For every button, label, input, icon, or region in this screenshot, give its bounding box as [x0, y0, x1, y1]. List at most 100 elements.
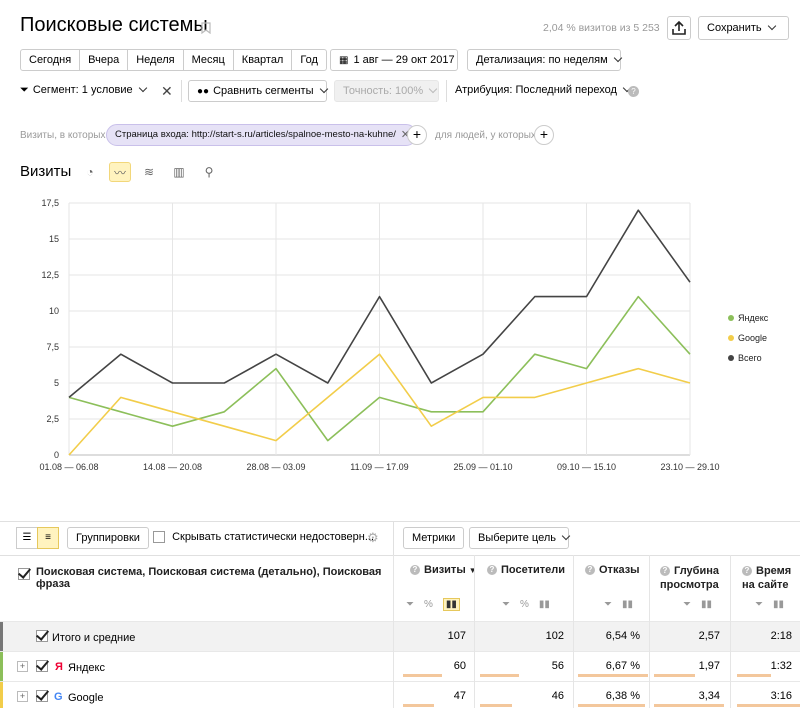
- bar-icon[interactable]: ▮▮: [701, 599, 713, 610]
- table-row[interactable]: + G Google 47 46 6,38 % 3,34 3:16: [0, 681, 800, 708]
- x-tick-label: 14.08 — 20.08: [143, 462, 202, 472]
- map-pin-icon[interactable]: ⚲: [204, 165, 214, 179]
- filter-icon[interactable]: ⏷: [604, 599, 612, 610]
- cell-visitors: 56: [551, 660, 564, 672]
- date-range-button[interactable]: ▦ 1 авг — 29 окт 2017: [330, 49, 458, 71]
- compare-segments-button[interactable]: ●● Сравнить сегменты: [188, 80, 328, 102]
- accuracy-dropdown[interactable]: Точность: 100%: [334, 80, 439, 102]
- goal-dropdown[interactable]: Выберите цель: [469, 527, 571, 549]
- col-time[interactable]: ? Время на сайте: [742, 564, 800, 592]
- visitors-bar: [480, 674, 519, 677]
- metrics-button[interactable]: Метрики: [403, 527, 465, 549]
- bounces-bar: [578, 704, 645, 707]
- divider: [649, 555, 650, 708]
- help-icon[interactable]: ?: [628, 86, 639, 97]
- filter-icon[interactable]: ⏷: [502, 599, 510, 610]
- y-tick-label: 10: [49, 306, 59, 316]
- expand-icon[interactable]: +: [17, 691, 28, 702]
- tree-view-icon[interactable]: ≡: [37, 527, 59, 549]
- cell-bounces: 6,54 %: [605, 630, 640, 642]
- groupings-button[interactable]: Группировки: [67, 527, 149, 549]
- table-row[interactable]: + Я Яндекс 60 56 6,67 % 1,97 1:32: [0, 651, 800, 682]
- filter-icon[interactable]: ⏷: [755, 599, 763, 610]
- filter-icon[interactable]: ⏷: [683, 599, 691, 610]
- detail-dropdown[interactable]: Детализация: по неделям: [467, 49, 622, 71]
- segment-prefix: Визиты, в которых: [20, 130, 106, 141]
- y-tick-label: 2,5: [46, 414, 59, 424]
- y-tick-label: 7,5: [46, 342, 59, 352]
- period-yesterday[interactable]: Вчера: [80, 50, 129, 70]
- save-button[interactable]: Сохранить: [698, 16, 789, 40]
- cell-bounces: 6,38 %: [605, 690, 640, 702]
- series-line: [68, 353, 691, 456]
- legend-marker: [728, 315, 734, 321]
- accuracy-label: Точность: 100%: [343, 85, 424, 97]
- chevron-down-icon: [613, 53, 622, 63]
- bar-icon[interactable]: ▮▮: [538, 599, 550, 610]
- cell-visitors: 102: [545, 630, 564, 642]
- period-month[interactable]: Месяц: [184, 50, 234, 70]
- add-user-condition-button[interactable]: +: [534, 125, 554, 145]
- filter-icon[interactable]: ⏷: [406, 599, 414, 610]
- close-icon[interactable]: ✕: [400, 129, 410, 141]
- period-today[interactable]: Сегодня: [21, 50, 81, 70]
- divider: [393, 521, 394, 555]
- hide-unreliable-toggle[interactable]: Скрывать статистически недостоверн...: [153, 531, 374, 544]
- period-week[interactable]: Неделя: [128, 50, 184, 70]
- cell-visits: 47: [453, 690, 466, 702]
- x-tick-label: 09.10 — 15.10: [557, 462, 616, 472]
- col-visits[interactable]: ? Визиты ▼: [410, 564, 477, 576]
- bar-icon[interactable]: ▮▮: [622, 599, 634, 610]
- percent-icon[interactable]: %: [520, 599, 529, 610]
- legend-label: Всего: [738, 353, 762, 363]
- gear-icon[interactable]: ⚙: [367, 530, 379, 545]
- period-quarter[interactable]: Квартал: [234, 50, 293, 70]
- y-tick-label: 12,5: [41, 270, 59, 280]
- period-selector: Сегодня Вчера Неделя Месяц Квартал Год: [20, 49, 327, 71]
- period-year[interactable]: Год: [300, 54, 318, 66]
- pie-chart-icon[interactable]: ◔: [86, 165, 94, 179]
- checkbox[interactable]: [36, 690, 48, 703]
- bounces-tools: ⏷ ▮▮: [594, 599, 633, 610]
- add-condition-button[interactable]: +: [407, 125, 427, 145]
- col-bounces[interactable]: ? Отказы: [585, 564, 640, 576]
- legend-label: Google: [738, 333, 767, 343]
- y-tick-label: 17,5: [41, 198, 59, 208]
- row-marker: [0, 652, 3, 682]
- area-chart-icon[interactable]: ≋: [143, 165, 155, 179]
- attribution-dropdown[interactable]: Атрибуция: Последний переход: [446, 80, 632, 102]
- checkbox[interactable]: [36, 660, 48, 673]
- list-view-icon[interactable]: ☰: [16, 527, 38, 549]
- legend-marker: [728, 355, 734, 361]
- col-depth[interactable]: ? Глубина просмотра: [660, 564, 722, 592]
- row-checkbox[interactable]: [36, 690, 48, 703]
- bar-icon[interactable]: ▮▮: [773, 599, 785, 610]
- checkbox[interactable]: [153, 531, 165, 544]
- line-chart-icon[interactable]: 〰: [109, 162, 131, 182]
- row-checkbox[interactable]: [36, 660, 48, 673]
- table-row[interactable]: Итого и средние 107 102 6,54 % 2,57 2:18: [0, 621, 800, 652]
- segment-condition-chip[interactable]: Страница входа: http://start-s.ru/articl…: [106, 124, 417, 146]
- col-visitors[interactable]: ? Посетители: [487, 564, 565, 576]
- bar-icon[interactable]: ▮▮: [442, 598, 460, 611]
- hide-unreliable-label: Скрывать статистически недостоверн...: [172, 531, 374, 543]
- compare-icon: ●●: [197, 86, 210, 97]
- expand-icon[interactable]: +: [17, 661, 28, 672]
- sort-desc-icon: ▼: [468, 566, 477, 575]
- bar-chart-icon[interactable]: ▥: [173, 165, 185, 179]
- dimension-header[interactable]: Поисковая система, Поисковая система (де…: [36, 566, 382, 590]
- export-button[interactable]: [667, 16, 691, 40]
- bookmark-icon[interactable]: [201, 22, 211, 34]
- help-icon: ?: [585, 565, 595, 576]
- percent-icon[interactable]: %: [424, 599, 433, 610]
- col-visits-label: Визиты: [424, 564, 466, 576]
- funnel-icon: ⏷: [20, 84, 29, 96]
- legend-label: Яндекс: [738, 313, 769, 323]
- segment-dropdown[interactable]: ⏷ Сегмент: 1 условие: [20, 80, 156, 102]
- checkbox[interactable]: [36, 630, 48, 643]
- checkbox[interactable]: [18, 567, 30, 580]
- visitors-bar: [480, 704, 512, 707]
- select-all-checkbox[interactable]: [18, 565, 30, 583]
- clear-segment-icon[interactable]: ✕: [161, 83, 173, 99]
- row-checkbox[interactable]: [36, 630, 48, 643]
